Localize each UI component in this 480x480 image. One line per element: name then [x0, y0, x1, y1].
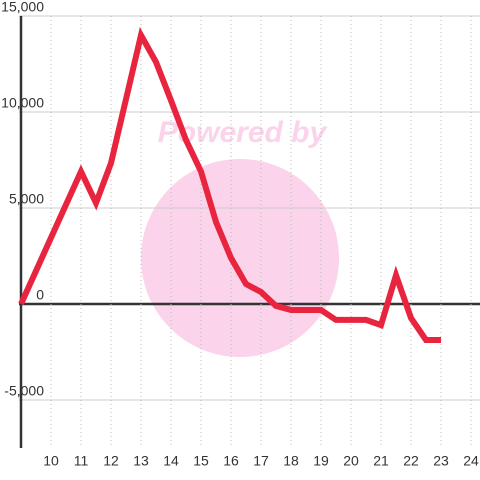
x-tick-label: 22: [403, 453, 419, 469]
x-tick-label: 15: [193, 453, 209, 469]
x-tick-label: 11: [74, 453, 89, 469]
x-tick-label: 17: [253, 453, 269, 469]
y-tick-label: 15,000: [1, 0, 44, 15]
y-tick-label: 5,000: [9, 191, 44, 207]
data-line: [18, 26, 441, 343]
x-tick-label: 16: [223, 453, 239, 469]
x-tick-label: 12: [103, 453, 119, 469]
y-tick-label: 10,000: [1, 95, 44, 111]
y-tick-label: 0: [36, 287, 44, 303]
x-tick-label: 14: [163, 453, 179, 469]
x-tick-label: 19: [313, 453, 329, 469]
y-tick-label: -5,000: [4, 383, 44, 399]
x-tick-label: 18: [283, 453, 299, 469]
x-tick-label: 23: [433, 453, 449, 469]
x-tick-label: 10: [43, 453, 59, 469]
x-tick-label: 13: [133, 453, 149, 469]
x-tick-label: 21: [373, 453, 389, 469]
x-tick-label: 24: [463, 453, 479, 469]
x-tick-label: 20: [343, 453, 359, 469]
